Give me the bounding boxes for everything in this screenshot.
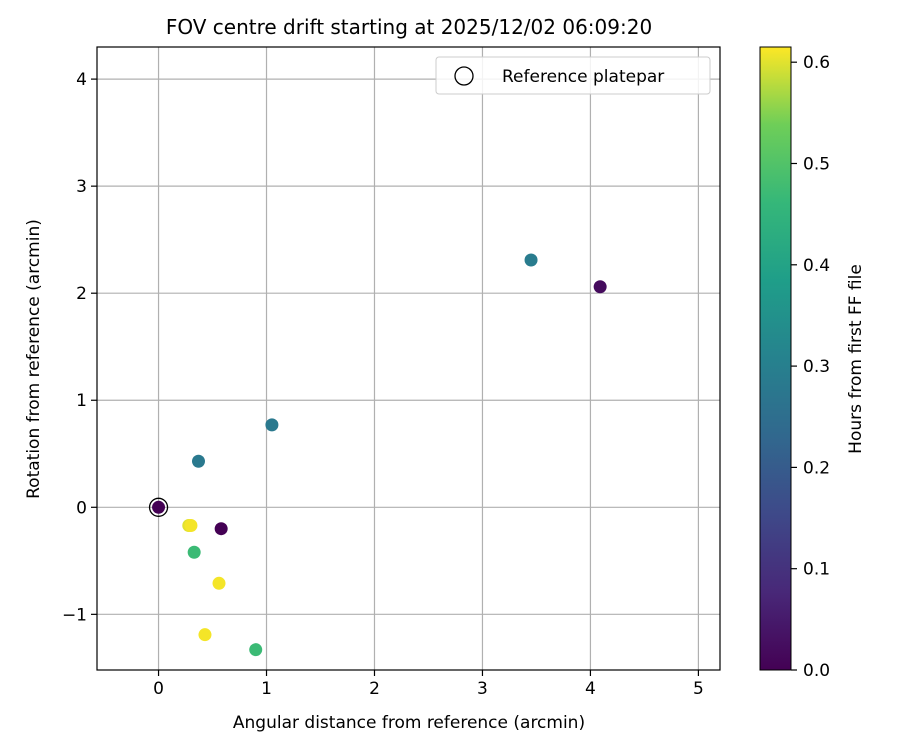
scatter-point xyxy=(265,418,279,432)
x-tick-label: 0 xyxy=(153,679,164,699)
scatter-point xyxy=(524,253,538,267)
y-tick-label: 4 xyxy=(76,70,87,90)
legend: Reference platepar xyxy=(435,56,711,95)
legend-marker-reference xyxy=(454,66,474,86)
x-tick-label: 3 xyxy=(477,679,488,699)
x-tick-label: 1 xyxy=(261,679,272,699)
scatter-point xyxy=(184,518,198,532)
legend-box xyxy=(435,56,711,95)
colorbar-label: Hours from first FF file xyxy=(846,264,866,454)
scatter-point xyxy=(198,628,212,642)
scatter-point xyxy=(593,280,607,294)
colorbar-tick-label: 0.2 xyxy=(803,458,830,478)
data-points xyxy=(148,253,607,657)
y-axis-ticks: −1 0 1 2 3 4 xyxy=(62,70,97,625)
scatter-point xyxy=(191,454,205,468)
colorbar-tick-label: 0.1 xyxy=(803,560,830,580)
x-axis-ticks: 0 1 2 3 4 5 xyxy=(153,670,704,699)
y-tick-label: 0 xyxy=(76,498,87,518)
chart-title: FOV centre drift starting at 2025/12/02 … xyxy=(166,15,652,39)
y-axis-label: Rotation from reference (arcmin) xyxy=(24,219,44,499)
x-tick-label: 2 xyxy=(369,679,380,699)
colorbar-tick-label: 0.5 xyxy=(803,154,830,174)
colorbar-tick-label: 0.3 xyxy=(803,357,830,377)
scatter-point xyxy=(214,522,228,536)
scatter-point xyxy=(212,576,226,590)
colorbar-tick-label: 0.6 xyxy=(803,53,830,73)
x-tick-label: 5 xyxy=(693,679,704,699)
scatter-point xyxy=(187,545,201,559)
y-tick-label: 3 xyxy=(76,177,87,197)
scatter-point xyxy=(152,500,166,514)
plot-frame xyxy=(96,46,721,671)
colorbar-tick-label: 0.4 xyxy=(803,256,830,276)
y-tick-label: 1 xyxy=(76,391,87,411)
colorbar: 0.0 0.1 0.2 0.3 0.4 0.5 0.6 Hours from first F… xyxy=(759,46,866,681)
x-tick-label: 4 xyxy=(585,679,596,699)
reference-platepar-marker xyxy=(148,497,169,517)
legend-entry-reference: Reference platepar xyxy=(502,67,664,87)
y-tick-label: −1 xyxy=(62,605,87,625)
x-axis-label: Angular distance from reference (arcmin) xyxy=(233,713,585,733)
y-tick-label: 2 xyxy=(76,284,87,304)
colorbar-ticks: 0.0 0.1 0.2 0.3 0.4 0.5 0.6 xyxy=(791,53,830,681)
colorbar-gradient xyxy=(759,46,792,671)
scatter-point xyxy=(249,643,263,657)
grid-lines xyxy=(97,47,720,670)
colorbar-tick-label: 0.0 xyxy=(803,661,830,681)
